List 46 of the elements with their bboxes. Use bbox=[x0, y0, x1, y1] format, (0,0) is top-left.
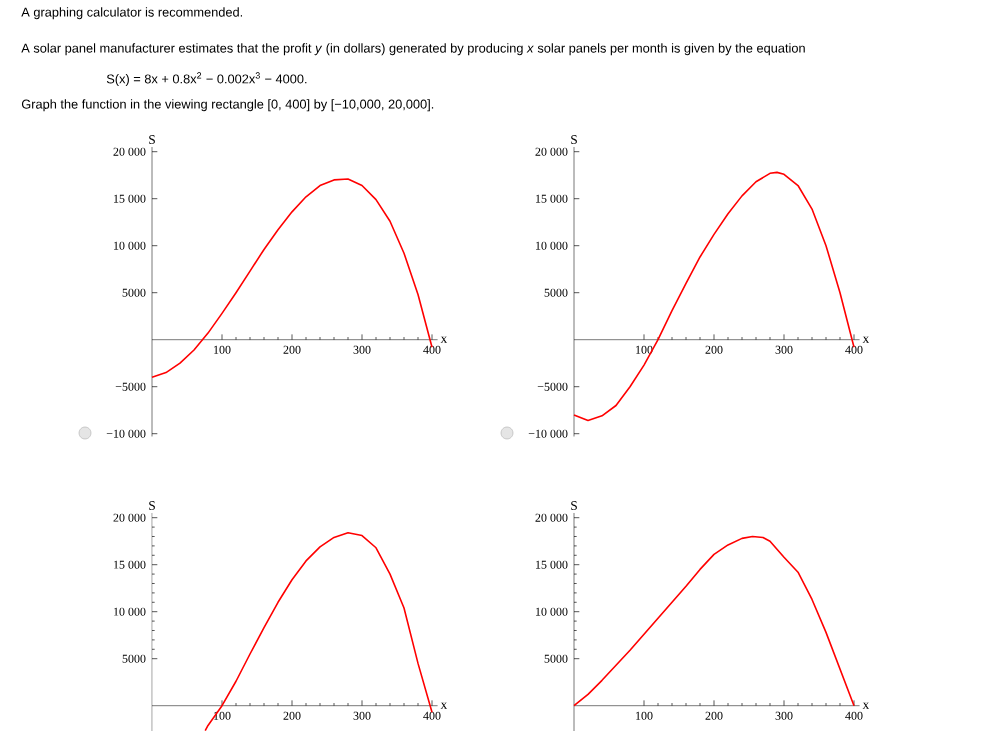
y-tick-label: 15 000 bbox=[536, 560, 568, 569]
x-axis-title: x bbox=[862, 336, 870, 343]
y-tick-label: 10 000 bbox=[114, 607, 146, 616]
x-axis-title: x bbox=[862, 702, 870, 709]
y-axis-title: S bbox=[149, 135, 155, 145]
y-tick-label: 5000 bbox=[544, 654, 568, 663]
y-tick-label: 15 000 bbox=[114, 560, 146, 569]
y-tick-label: 5000 bbox=[122, 288, 146, 297]
chart-title: A graphing calculator is recommended. bbox=[21, 7, 243, 20]
y-axis-title: S bbox=[571, 501, 577, 511]
x-tick-label: 200 bbox=[705, 711, 723, 720]
x-tick-label: 300 bbox=[353, 711, 371, 720]
y-axis-title: S bbox=[571, 135, 577, 145]
text: S(x) = 8x + 0.8x$^{2}$ − 0.002x$^{3}$ − 4000. bbox=[106, 72, 307, 87]
x-tick-label: 300 bbox=[353, 345, 371, 354]
y-axis-title: S bbox=[149, 501, 155, 511]
x-tick-label: 300 bbox=[775, 345, 793, 354]
x-tick-label: 200 bbox=[283, 345, 301, 354]
text: A solar panel manufacturer estimates that the profit y (in dollars) generated by producing x solar panels per month is given by the equation bbox=[21, 43, 805, 56]
y-tick-label: 10 000 bbox=[536, 607, 568, 616]
y-tick-label: 20 000 bbox=[113, 513, 146, 522]
y-tick-label: 10 000 bbox=[114, 241, 146, 250]
y-tick-label: 5000 bbox=[544, 288, 568, 297]
y-tick-label: 20 000 bbox=[535, 513, 568, 522]
x-tick-label: 400 bbox=[845, 345, 863, 354]
y-tick-label: −10 000 bbox=[528, 429, 568, 438]
x-tick-label: 100 bbox=[636, 711, 653, 720]
y-tick-label: 15 000 bbox=[536, 194, 568, 203]
x-tick-label: 200 bbox=[283, 711, 301, 720]
y-tick-label: 20 000 bbox=[535, 147, 568, 156]
y-tick-label: 20 000 bbox=[113, 147, 146, 156]
x-axis-title: x bbox=[440, 336, 448, 343]
x-tick-label: 300 bbox=[775, 711, 793, 720]
x-tick-label: 400 bbox=[423, 711, 441, 720]
y-tick-label: −5000 bbox=[537, 382, 568, 391]
text: Graph the function in the viewing rectangle [0, 400] by [−10,000, 20,000]. bbox=[21, 99, 434, 112]
x-axis-title: x bbox=[440, 702, 448, 709]
y-tick-label: 5000 bbox=[122, 654, 146, 663]
x-tick-label: 400 bbox=[845, 711, 863, 720]
x-tick-label: 100 bbox=[214, 345, 231, 354]
y-tick-label: −10 000 bbox=[106, 429, 146, 438]
y-tick-label: −5000 bbox=[115, 382, 146, 391]
x-tick-label: 200 bbox=[705, 345, 723, 354]
y-tick-label: 15 000 bbox=[114, 194, 146, 203]
y-tick-label: 10 000 bbox=[536, 241, 568, 250]
x-tick-label: 400 bbox=[423, 345, 441, 354]
